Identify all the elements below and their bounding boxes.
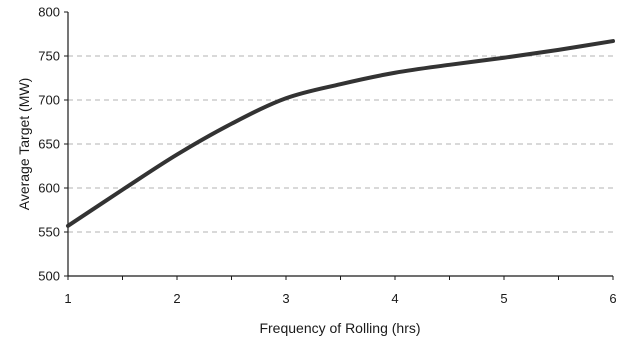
x-axis-title: Frequency of Rolling (hrs) — [259, 320, 420, 336]
x-tick-label: 5 — [500, 291, 507, 306]
y-tick-labels: 500 550 600 650 700 750 800 — [38, 5, 60, 284]
y-tick-label: 650 — [38, 137, 60, 152]
y-axis-title: Average Target (MW) — [16, 78, 32, 211]
gridlines — [68, 55, 613, 233]
y-tick-label: 600 — [38, 181, 60, 196]
x-tick-label: 2 — [173, 291, 180, 306]
x-tick-label: 3 — [282, 291, 289, 306]
x-tick-label: 1 — [64, 291, 71, 306]
y-tick-label: 750 — [38, 49, 60, 64]
y-tick-label: 550 — [38, 225, 60, 240]
series-line — [66, 39, 615, 228]
x-tick-labels: 1 2 3 4 5 6 — [64, 291, 616, 306]
x-tick-label: 6 — [609, 291, 616, 306]
y-tick-label: 700 — [38, 93, 60, 108]
axes — [64, 11, 614, 280]
y-tick-label: 500 — [38, 269, 60, 284]
series-group — [66, 39, 615, 228]
y-tick-label: 800 — [38, 5, 60, 20]
x-tick-label: 4 — [391, 291, 398, 306]
